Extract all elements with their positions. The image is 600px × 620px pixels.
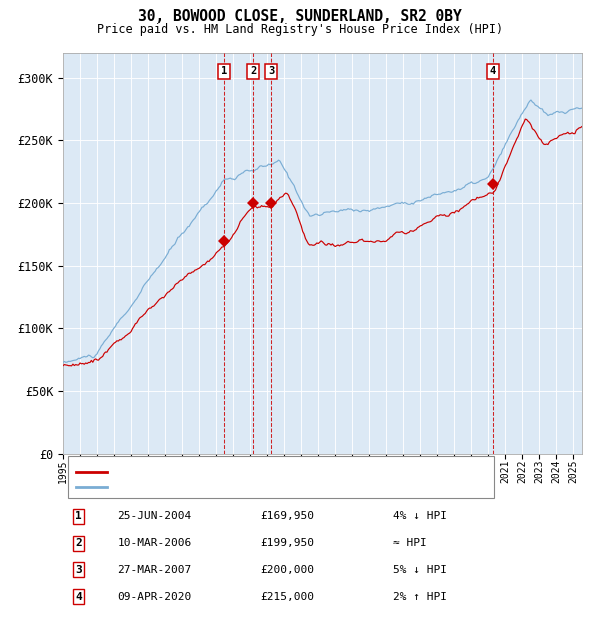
Text: 3: 3 [75,565,82,575]
Text: 3: 3 [268,66,274,76]
Text: 1: 1 [75,512,82,521]
Text: 2% ↑ HPI: 2% ↑ HPI [392,591,446,601]
Text: 1: 1 [221,66,227,76]
Text: 2: 2 [75,538,82,548]
Text: 4: 4 [490,66,496,76]
Text: 09-APR-2020: 09-APR-2020 [118,591,192,601]
Text: HPI: Average price, detached house, Sunderland: HPI: Average price, detached house, Sund… [112,482,412,492]
Text: 5% ↓ HPI: 5% ↓ HPI [392,565,446,575]
Text: £200,000: £200,000 [260,565,314,575]
Text: 4% ↓ HPI: 4% ↓ HPI [392,512,446,521]
Text: Price paid vs. HM Land Registry's House Price Index (HPI): Price paid vs. HM Land Registry's House … [97,23,503,36]
Text: 10-MAR-2006: 10-MAR-2006 [118,538,192,548]
Text: 4: 4 [75,591,82,601]
Text: £199,950: £199,950 [260,538,314,548]
Text: 2: 2 [250,66,257,76]
Text: 30, BOWOOD CLOSE, SUNDERLAND, SR2 0BY (detached house): 30, BOWOOD CLOSE, SUNDERLAND, SR2 0BY (d… [112,467,463,477]
Text: £169,950: £169,950 [260,512,314,521]
Text: ≈ HPI: ≈ HPI [392,538,427,548]
Text: 30, BOWOOD CLOSE, SUNDERLAND, SR2 0BY: 30, BOWOOD CLOSE, SUNDERLAND, SR2 0BY [138,9,462,24]
FancyBboxPatch shape [68,456,494,497]
Text: £215,000: £215,000 [260,591,314,601]
Text: 25-JUN-2004: 25-JUN-2004 [118,512,192,521]
Text: 27-MAR-2007: 27-MAR-2007 [118,565,192,575]
